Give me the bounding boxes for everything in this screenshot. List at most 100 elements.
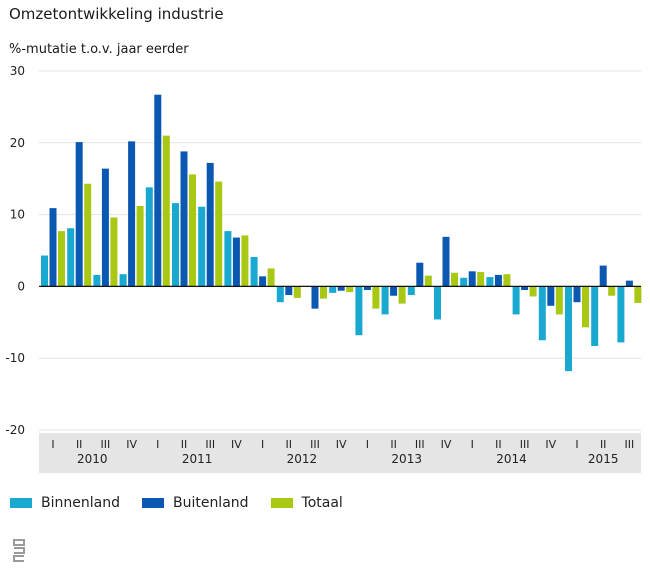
y-tick-label: 20 — [10, 136, 25, 150]
x-tick-label: III — [625, 438, 635, 451]
bar-buitenland — [390, 286, 398, 296]
bar-binnenland — [119, 274, 127, 287]
x-tick-label: IV — [126, 438, 137, 451]
x-tick-label: II — [286, 438, 293, 451]
bar-binnenland — [381, 286, 389, 315]
bar-buitenland — [128, 141, 136, 287]
bar-binnenland — [145, 187, 153, 287]
year-label: 2010 — [77, 452, 108, 466]
bar-binnenland — [591, 286, 599, 346]
bar-totaal — [503, 274, 511, 287]
bar-buitenland — [206, 162, 214, 287]
legend-label-totaal: Totaal — [301, 495, 343, 511]
x-tick-label: III — [205, 438, 215, 451]
legend-swatch-binnenland — [10, 498, 32, 508]
bar-totaal — [424, 275, 432, 287]
bar-buitenland — [101, 168, 109, 287]
bar-buitenland — [232, 237, 240, 287]
legend-item-totaal: Totaal — [270, 495, 343, 511]
bar-totaal — [293, 286, 301, 298]
bar-buitenland — [363, 286, 371, 290]
bar-binnenland — [41, 255, 48, 287]
bar-buitenland — [49, 208, 57, 287]
year-label: 2014 — [496, 452, 527, 466]
chart-title: Omzetontwikkeling industrie — [9, 5, 224, 23]
bar-buitenland — [180, 151, 188, 287]
bar-buitenland — [625, 280, 633, 287]
bar-binnenland — [355, 286, 363, 336]
bar-binnenland — [67, 228, 75, 287]
x-tick-label: I — [366, 438, 369, 451]
bar-binnenland — [407, 286, 415, 296]
bar-binnenland — [538, 286, 546, 341]
bar-totaal — [162, 135, 170, 287]
bar-binnenland — [486, 277, 494, 287]
legend: Binnenland Buitenland Totaal — [10, 495, 365, 511]
bar-totaal — [634, 286, 642, 303]
bar-binnenland — [93, 274, 101, 287]
cbs-logo-icon — [13, 539, 25, 562]
bar-totaal — [555, 286, 563, 315]
bar-totaal — [215, 181, 223, 287]
x-tick-label: III — [520, 438, 530, 451]
bar-totaal — [58, 231, 65, 287]
bar-binnenland — [565, 286, 572, 372]
bar-buitenland — [154, 94, 162, 287]
bar-binnenland — [276, 286, 284, 303]
x-tick-label: IV — [336, 438, 347, 451]
legend-label-binnenland: Binnenland — [41, 495, 120, 511]
bar-totaal — [267, 268, 275, 287]
bar-totaal — [189, 174, 196, 287]
x-tick-label: III — [101, 438, 111, 451]
bar-totaal — [372, 286, 380, 309]
y-tick-label: 0 — [17, 279, 25, 293]
bar-buitenland — [285, 286, 293, 296]
x-tick-label: III — [415, 438, 425, 451]
bar-buitenland — [259, 276, 267, 287]
x-tick-label: II — [181, 438, 188, 451]
bar-totaal — [136, 205, 144, 287]
x-axis-band — [39, 433, 641, 473]
y-tick-label: -10 — [5, 351, 25, 365]
bar-totaal — [582, 286, 589, 328]
bar-totaal — [529, 286, 537, 297]
bar-binnenland — [434, 286, 441, 320]
bar-buitenland — [75, 142, 83, 287]
bar-binnenland — [224, 231, 232, 287]
x-tick-label: II — [76, 438, 83, 451]
x-tick-label: I — [51, 438, 54, 451]
x-tick-label: I — [471, 438, 474, 451]
bar-buitenland — [416, 262, 424, 287]
bar-totaal — [84, 183, 92, 287]
legend-label-buitenland: Buitenland — [172, 495, 249, 511]
bar-binnenland — [512, 286, 520, 315]
bar-buitenland — [468, 271, 476, 287]
year-label: 2011 — [182, 452, 213, 466]
bar-binnenland — [460, 277, 468, 287]
legend-swatch-buitenland — [141, 498, 164, 508]
x-tick-label: I — [575, 438, 578, 451]
bar-totaal — [346, 286, 354, 293]
bar-buitenland — [547, 286, 555, 306]
legend-item-binnenland: Binnenland — [10, 495, 120, 511]
y-tick-label: 30 — [10, 64, 25, 78]
x-tick-label: IV — [545, 438, 556, 451]
x-tick-label: I — [261, 438, 264, 451]
y-axis-label: %-mutatie t.o.v. jaar eerder — [9, 42, 189, 57]
bar-binnenland — [329, 286, 337, 293]
bar-buitenland — [494, 274, 502, 287]
bar-binnenland — [172, 203, 179, 287]
x-tick-label: II — [390, 438, 397, 451]
year-label: 2015 — [588, 452, 619, 466]
x-tick-label: III — [310, 438, 320, 451]
year-label: 2012 — [287, 452, 318, 466]
bar-buitenland — [521, 286, 529, 290]
y-tick-label: 10 — [10, 208, 25, 222]
bar-totaal — [477, 272, 485, 287]
bar-buitenland — [599, 265, 607, 287]
x-tick-label: IV — [231, 438, 242, 451]
bar-totaal — [451, 272, 458, 287]
bar-totaal — [110, 217, 118, 287]
y-tick-label: -20 — [5, 423, 25, 437]
